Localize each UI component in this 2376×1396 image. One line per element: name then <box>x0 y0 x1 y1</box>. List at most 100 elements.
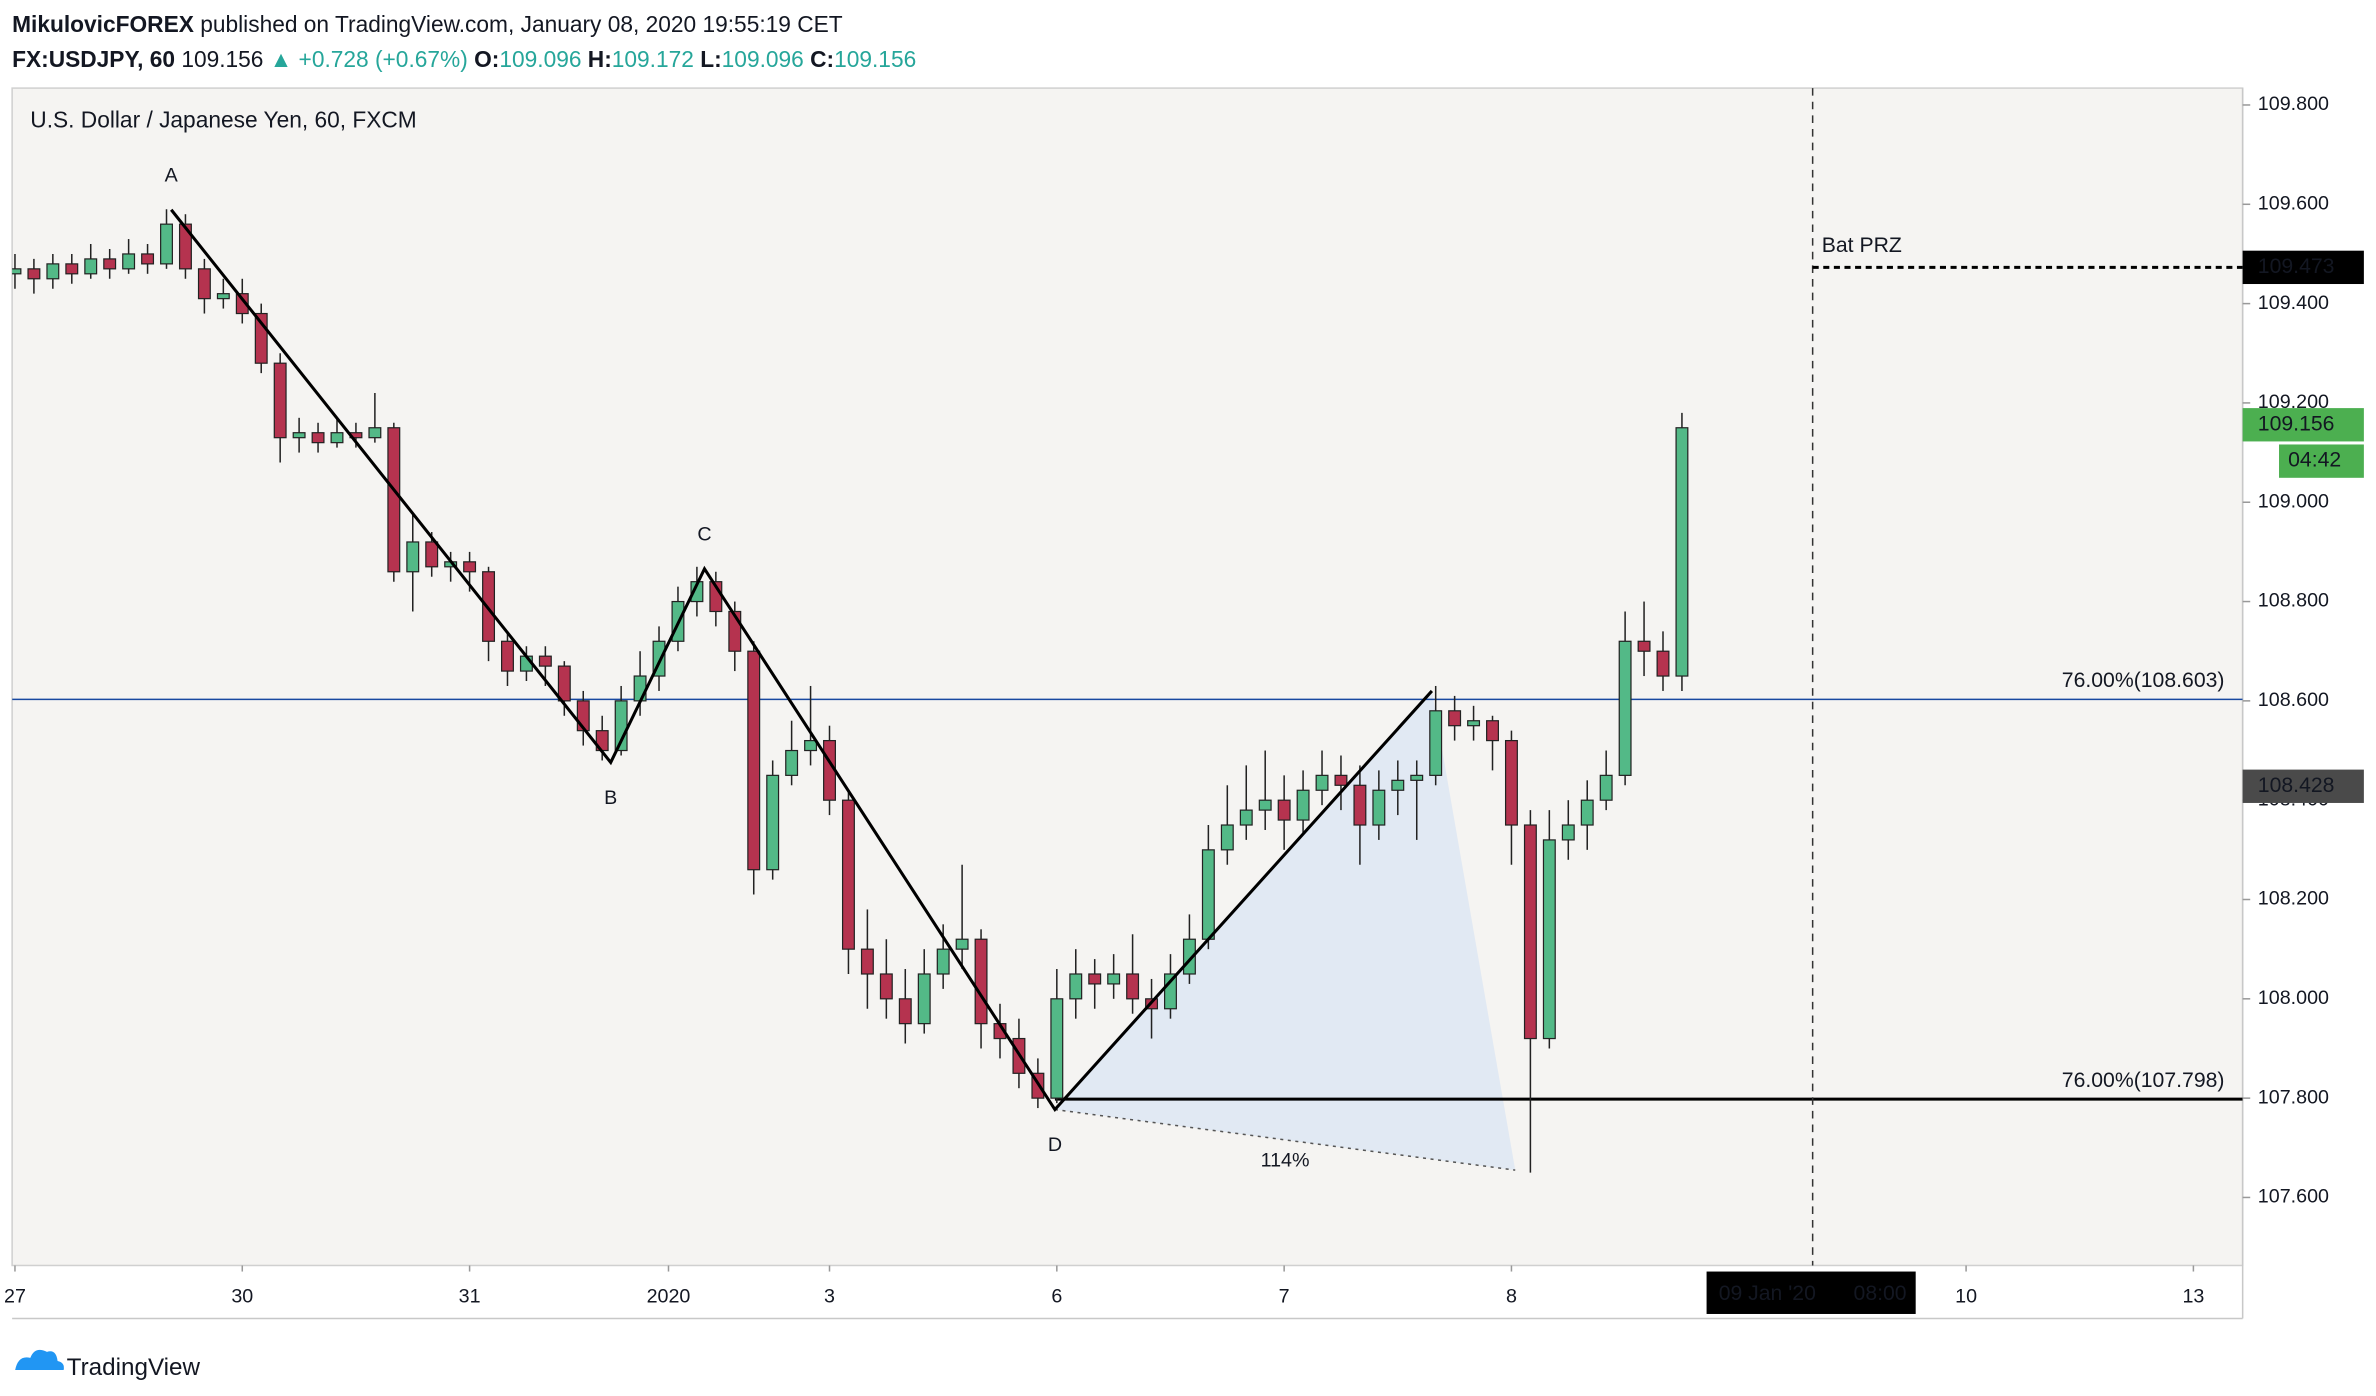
candle-body <box>46 263 60 280</box>
y-tick-label: 108.200 <box>2258 888 2329 910</box>
candle-body <box>1164 973 1177 1010</box>
candle-body <box>917 973 931 1025</box>
last-price-tag: 109.156 <box>2258 412 2335 435</box>
prz-price-tag: 109.473 <box>2258 255 2335 278</box>
pattern-point-label: B <box>604 787 617 809</box>
symbol: FX:USDJPY, 60 <box>12 46 175 72</box>
candle-body <box>1050 998 1064 1099</box>
candle-body <box>1467 720 1481 727</box>
x-tick-label: 6 <box>1051 1286 1062 1308</box>
y-tick-label: 107.800 <box>2258 1086 2329 1108</box>
candle-body <box>1258 799 1272 811</box>
x-tick-label: 13 <box>2182 1286 2204 1308</box>
candle-body <box>1580 799 1594 826</box>
prz-price-tag-box <box>2242 250 2364 285</box>
candle-body <box>1675 427 1689 677</box>
candle-body <box>216 293 230 300</box>
candle-body <box>785 749 799 776</box>
candle-body <box>1656 650 1670 677</box>
last-price-tag-box <box>2242 408 2364 442</box>
candle-body <box>1277 799 1291 821</box>
header-line-1: MikulovicFOREX published on TradingView.… <box>12 11 843 37</box>
candle-body <box>273 362 287 439</box>
candle-body <box>27 268 41 280</box>
extension-label: 114% <box>1261 1149 1310 1171</box>
candle-body <box>1410 774 1424 781</box>
x-tick-label: 7 <box>1279 1286 1290 1308</box>
logo: TradingView <box>15 1349 201 1381</box>
x-tick-label: 27 <box>4 1286 26 1308</box>
ohlc-key: O: <box>474 46 499 72</box>
candle-body <box>368 427 382 439</box>
ohlc-value: 109.096 <box>722 46 804 72</box>
brand: TradingView <box>67 1354 201 1381</box>
published: published on TradingView.com, January 08… <box>200 11 843 37</box>
last: 109.156 <box>181 46 263 72</box>
candle-body <box>311 432 325 444</box>
candle-body <box>652 640 666 677</box>
ohlc-key: L: <box>700 46 721 72</box>
y-tick-label: 108.800 <box>2258 590 2329 612</box>
x-tick-label: 8 <box>1506 1286 1517 1308</box>
candle-body <box>576 700 590 732</box>
candle-body <box>330 432 344 444</box>
pattern-point-label: C <box>697 524 711 546</box>
candle-body <box>1126 973 1140 1000</box>
candle-body <box>1088 973 1102 985</box>
candle-body <box>1391 779 1405 791</box>
candle-body <box>103 258 117 270</box>
crosshair-date: 09 Jan '20 <box>1719 1282 1816 1305</box>
candle-body <box>122 253 136 270</box>
candle-body <box>747 650 761 871</box>
logo-icon <box>15 1349 64 1371</box>
candle-body <box>974 938 988 1025</box>
pattern-legs <box>170 208 1434 1113</box>
countdown-box <box>2279 444 2364 478</box>
candle-body <box>1201 849 1215 940</box>
candle-body <box>1599 774 1613 801</box>
prz-label: Bat PRZ <box>1822 234 1902 257</box>
y-tick-label: 109.600 <box>2258 192 2329 214</box>
author: MikulovicFOREX <box>12 11 194 37</box>
pattern-point-label: A <box>165 165 179 187</box>
candle-body <box>160 223 173 265</box>
candle-body <box>1542 839 1556 1040</box>
level-label: 76.00%(107.798) <box>2062 1069 2225 1092</box>
crosshair-price-tag: 108.428 <box>2258 774 2335 797</box>
crosshair-time-box <box>1706 1271 1916 1314</box>
ohlc-key: H: <box>588 46 612 72</box>
ohlc-value: 109.096 <box>499 46 581 72</box>
candle-body <box>766 774 780 871</box>
candle-body <box>841 799 855 950</box>
candle-body <box>1315 774 1329 791</box>
countdown: 04:42 <box>2288 449 2341 472</box>
x-tick-label: 3 <box>824 1286 835 1308</box>
candle-body <box>1448 710 1462 727</box>
candle-body <box>1523 824 1537 1040</box>
candle-body <box>1334 774 1348 786</box>
y-tick-label: 109.400 <box>2258 292 2329 314</box>
change: ▲ +0.728 (+0.67%) <box>270 46 468 72</box>
candle-body <box>1504 739 1518 826</box>
candle-body <box>501 640 514 672</box>
candle-body <box>728 610 742 652</box>
x-tick-label: 30 <box>231 1286 253 1308</box>
candle-body <box>197 268 211 300</box>
pattern-point-label: D <box>1048 1134 1062 1156</box>
ohlc-value: 109.156 <box>834 46 916 72</box>
crosshair-price-tag-box <box>2242 769 2364 803</box>
candle-body <box>406 541 420 573</box>
x-tick-label: 31 <box>459 1286 481 1308</box>
candle-body <box>955 938 969 950</box>
y-tick-label: 107.600 <box>2258 1186 2329 1208</box>
candle-body <box>235 293 249 315</box>
candle-body <box>879 973 893 1000</box>
y-tick-label: 109.200 <box>2258 391 2329 413</box>
candle-body <box>292 432 306 439</box>
x-tick-label: 10 <box>1955 1286 1977 1308</box>
candle-body <box>1618 640 1632 776</box>
pattern-triangle <box>1054 690 1516 1171</box>
candle-body <box>1486 720 1499 742</box>
candle-body <box>1372 789 1386 826</box>
